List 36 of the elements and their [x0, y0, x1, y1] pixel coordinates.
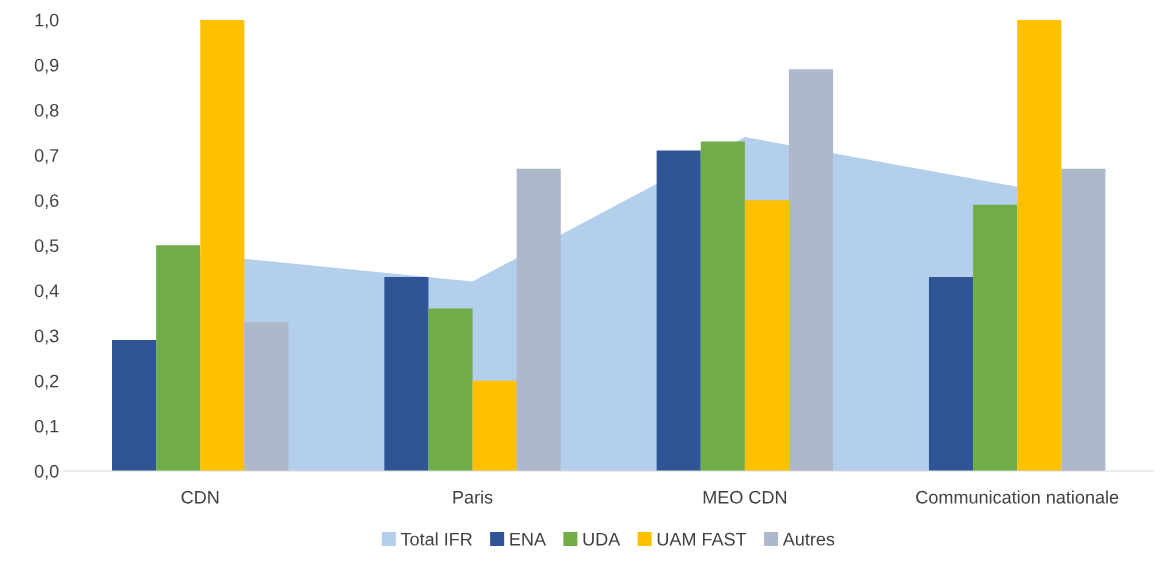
bar [384, 276, 429, 471]
legend-label: UAM FAST [657, 532, 747, 546]
y-tick-label: 1,0 [35, 13, 59, 29]
bar [788, 69, 834, 471]
bar [744, 200, 789, 471]
bar [112, 340, 157, 471]
bar [200, 19, 245, 471]
y-tick-label: 0,6 [34, 194, 59, 210]
y-tick-label: 0,7 [34, 149, 59, 164]
y-tick-label: 0,8 [34, 103, 59, 119]
y-tick-label: 0,2 [34, 374, 59, 390]
bar [244, 322, 289, 471]
y-tick-label: 0,4 [34, 284, 59, 300]
bar [516, 168, 561, 471]
x-tick-label: MEO CDN [703, 490, 787, 504]
x-tick-label: CDN [181, 490, 219, 504]
y-tick-label: 0,0 [34, 464, 59, 480]
y-tick-label: 0,1 [34, 419, 59, 435]
bar [1017, 19, 1062, 471]
legend-label: Autres [782, 532, 835, 546]
bar [656, 150, 701, 471]
bar [472, 380, 517, 471]
legend-label: Total IFR [400, 532, 472, 546]
bar [928, 276, 974, 471]
x-tick-label: Communication nationale [916, 490, 1119, 504]
bar [700, 141, 745, 471]
legend-label: ENA [510, 532, 546, 546]
bar [428, 308, 473, 471]
y-tick-label: 0,9 [34, 58, 59, 74]
x-tick-label: Paris [453, 490, 493, 504]
bar [973, 204, 1018, 471]
y-tick-label: 0,5 [34, 239, 59, 255]
y-tick-label: 0,3 [34, 329, 59, 345]
bar [156, 245, 201, 471]
legend-label: UDA [583, 532, 621, 546]
bar [1061, 168, 1106, 471]
